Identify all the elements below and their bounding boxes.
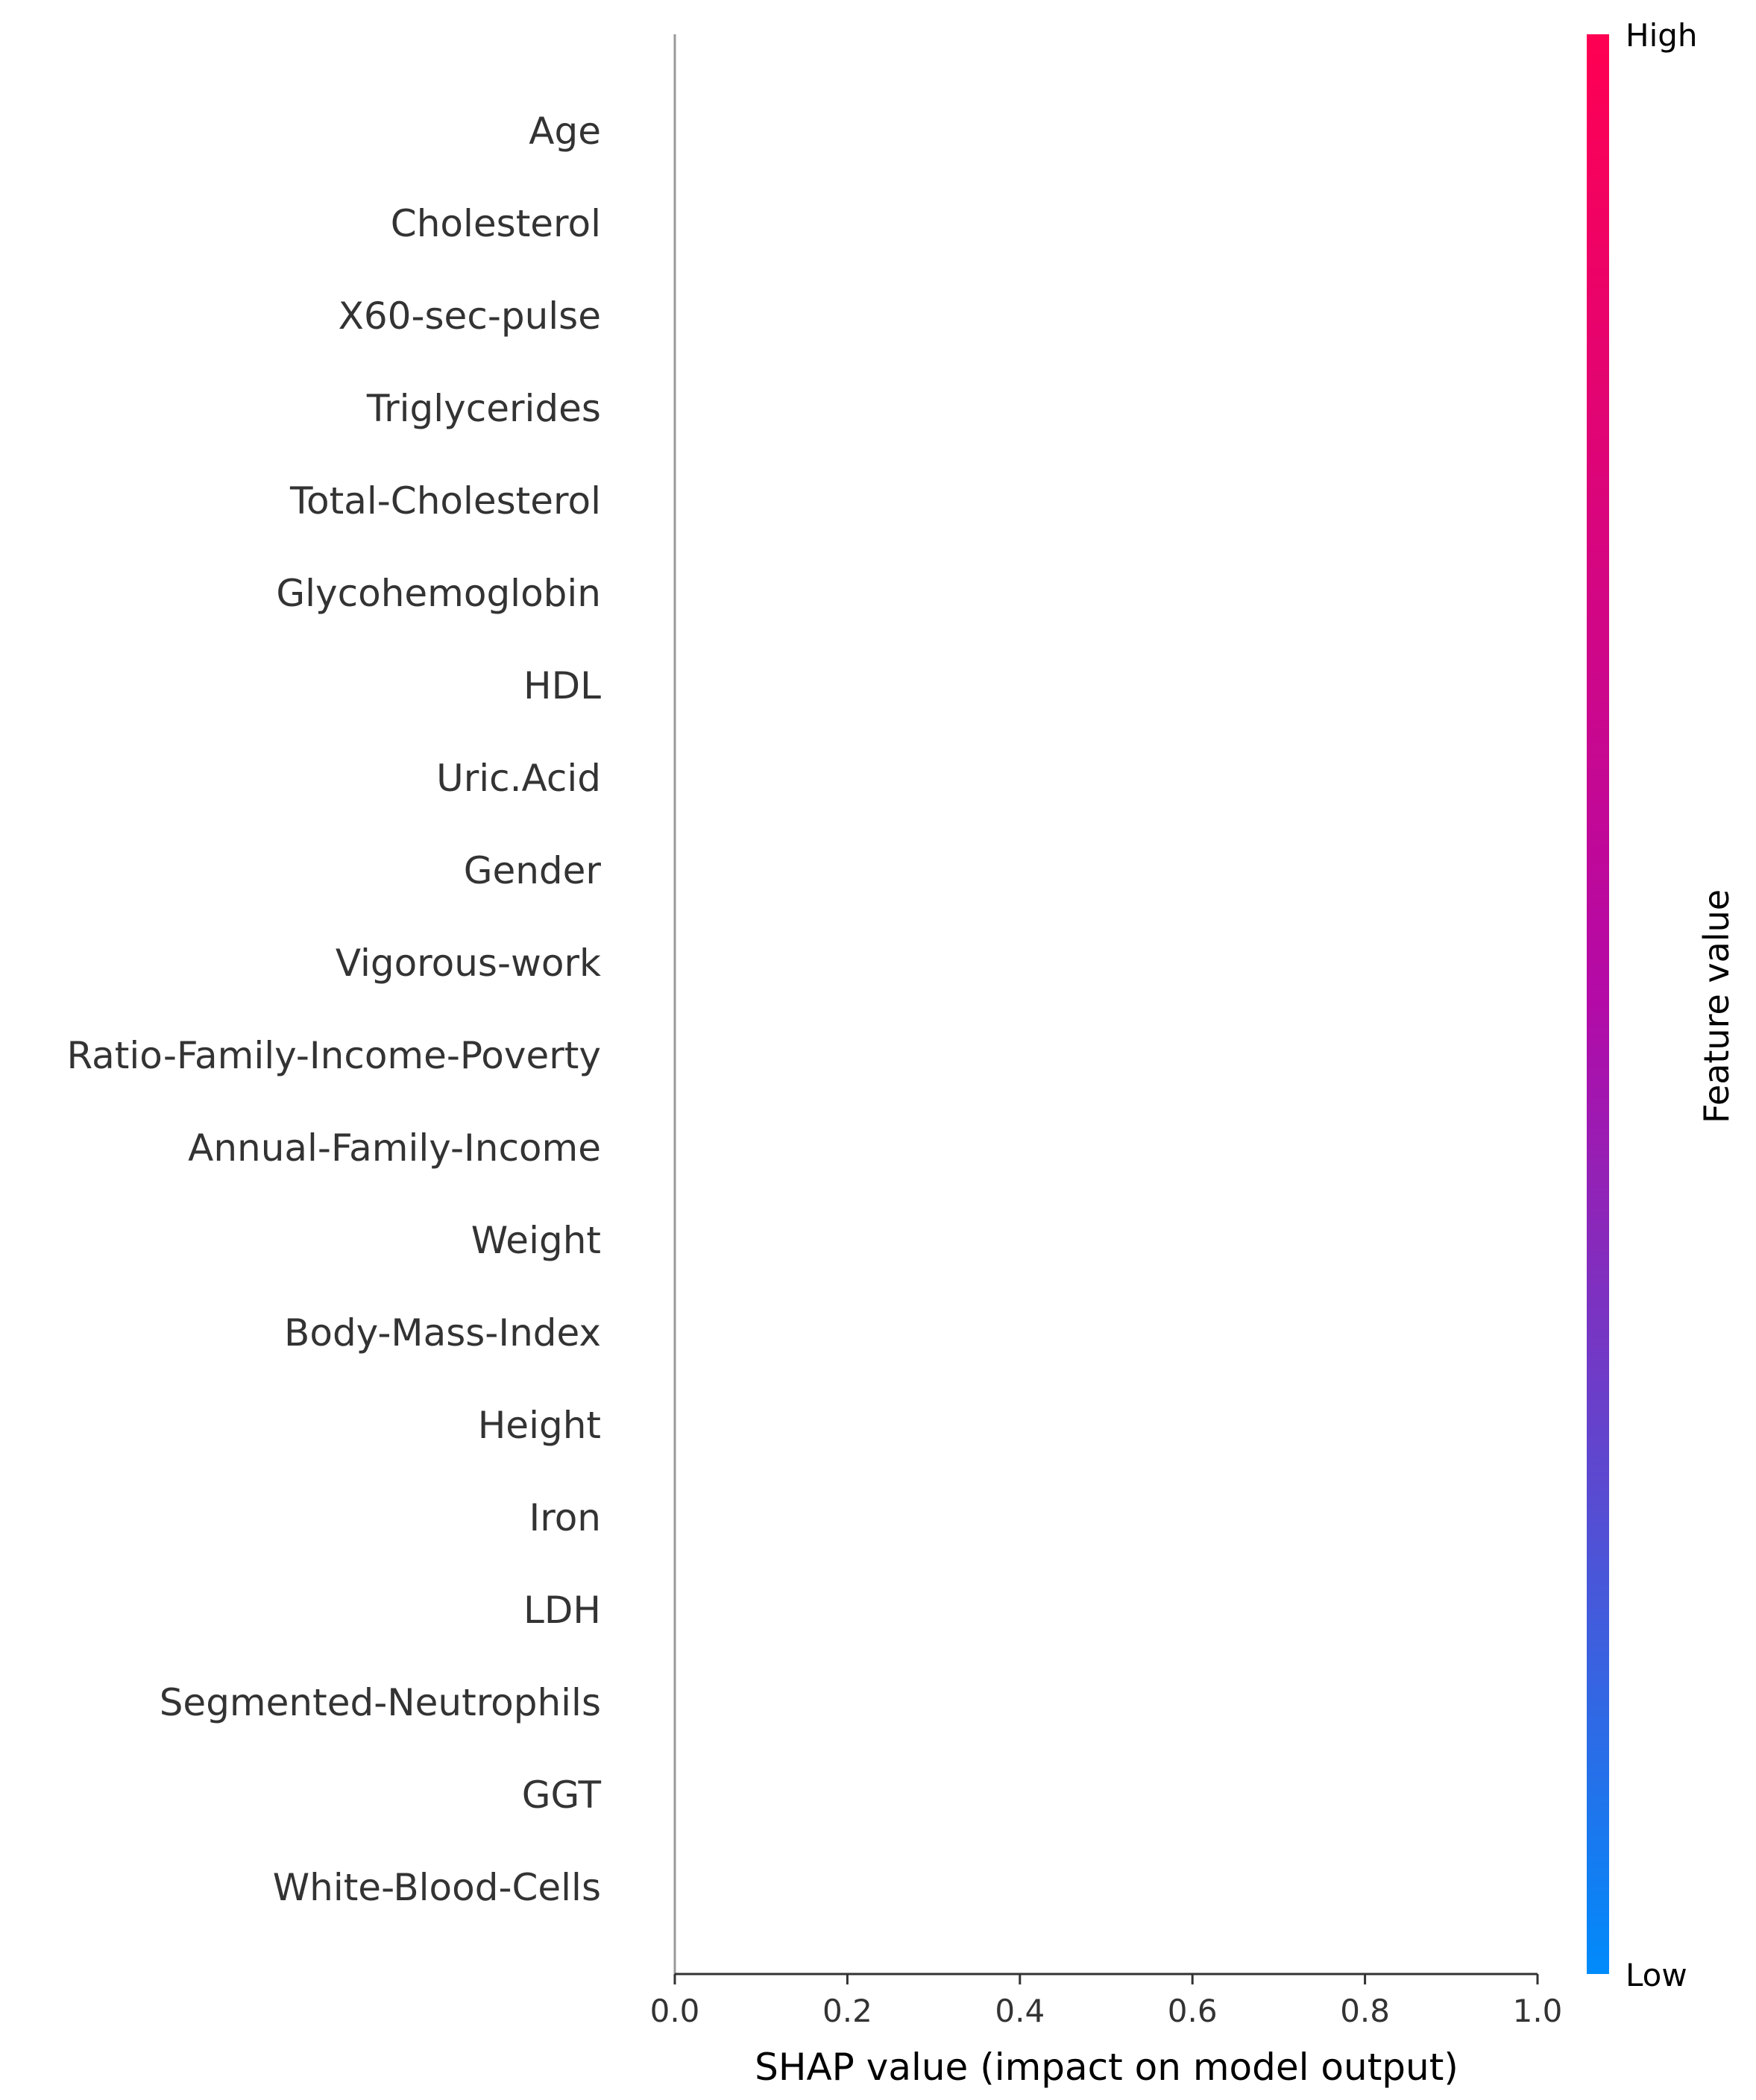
colorbar-low-label: Low: [1626, 1957, 1687, 1993]
feature-labels: Age Cholesterol X60-sec-pulse Triglycerides…: [67, 110, 602, 1909]
colorbar-high-label: High: [1626, 17, 1698, 54]
feature-label: Iron: [529, 1496, 601, 1539]
x-tick-label: 0.2: [822, 1993, 872, 2029]
feature-label: Triglycerides: [366, 387, 601, 430]
feature-label: LDH: [523, 1589, 601, 1632]
feature-label: White-Blood-Cells: [273, 1866, 601, 1909]
x-axis-label: SHAP value (impact on model output): [755, 2046, 1458, 2089]
feature-label: GGT: [522, 1773, 602, 1817]
feature-label: Uric.Acid: [436, 757, 601, 800]
x-ticks: 0.0 0.2 0.4 0.6 0.8 1.0: [650, 1974, 1563, 2029]
x-tick-label: 0.8: [1340, 1993, 1390, 2029]
feature-label: HDL: [523, 664, 601, 707]
feature-label: Weight: [471, 1219, 601, 1262]
x-tick-label: 1.0: [1513, 1993, 1563, 2029]
colorbar-title: Feature value: [1696, 889, 1737, 1123]
feature-label: Vigorous-work: [336, 942, 601, 985]
feature-label: Glycohemoglobin: [276, 572, 601, 615]
feature-label: Age: [529, 110, 601, 153]
x-tick-label: 0.0: [650, 1993, 700, 2029]
feature-label: Ratio-Family-Income-Poverty: [67, 1034, 601, 1077]
feature-label: Body-Mass-Index: [284, 1311, 601, 1355]
feature-label: Height: [478, 1404, 601, 1447]
x-tick-label: 0.6: [1168, 1993, 1218, 2029]
x-tick-label: 0.4: [995, 1993, 1045, 2029]
feature-label: X60-sec-pulse: [339, 294, 601, 338]
feature-label: Segmented-Neutrophils: [160, 1681, 601, 1724]
feature-label: Total-Cholesterol: [289, 479, 601, 523]
colorbar: [1587, 34, 1609, 1974]
feature-label: Cholesterol: [391, 202, 601, 245]
feature-label: Annual-Family-Income: [188, 1126, 601, 1170]
feature-label: Gender: [464, 849, 602, 892]
